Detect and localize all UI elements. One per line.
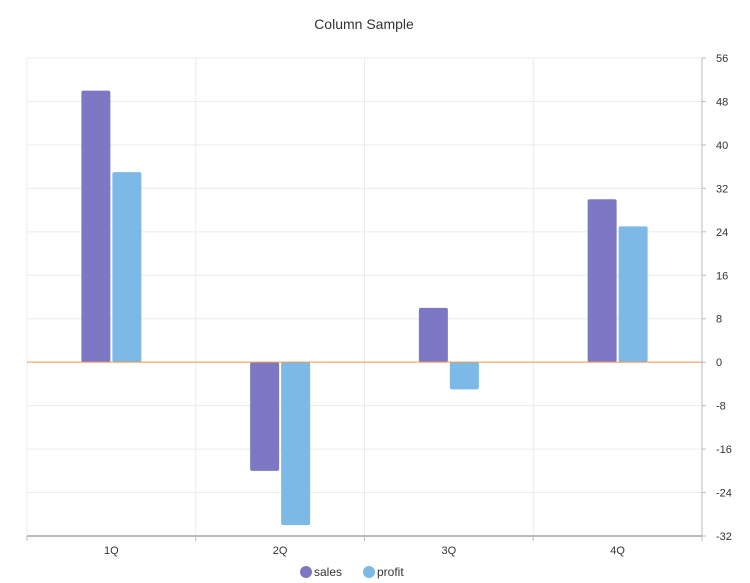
- y-tick-label: 40: [716, 140, 728, 152]
- bar-sales-1Q[interactable]: [81, 90, 111, 363]
- axis-layer: 56 48 40 32 24 16 8 0 -8 -16 -24 -32 1Q 2Q 3Q 4Q: [26, 53, 732, 557]
- bar-profit-3Q[interactable]: [449, 362, 479, 390]
- y-tick-label: -8: [716, 401, 726, 413]
- legend-label-sales[interactable]: sales: [314, 565, 342, 579]
- y-tick-label: 0: [716, 357, 722, 369]
- y-tick-label: -16: [716, 444, 732, 456]
- x-category-label: 3Q: [442, 545, 457, 557]
- y-tick-label: 48: [716, 96, 728, 108]
- y-tick-label: 24: [716, 227, 728, 239]
- x-category-label: 1Q: [104, 545, 119, 557]
- x-category-label: 4Q: [610, 545, 625, 557]
- legend: sales profit: [300, 565, 404, 579]
- bar-layer: [81, 90, 648, 526]
- x-category-label: 2Q: [273, 545, 288, 557]
- legend-marker-sales[interactable]: [300, 566, 312, 578]
- y-tick-label: 56: [716, 53, 728, 65]
- y-tick-label: -24: [716, 488, 732, 500]
- legend-label-profit[interactable]: profit: [377, 565, 404, 579]
- legend-marker-profit[interactable]: [363, 566, 375, 578]
- bar-profit-2Q[interactable]: [281, 362, 311, 526]
- bar-sales-3Q[interactable]: [418, 307, 448, 363]
- chart-title: Column Sample: [314, 16, 414, 32]
- bar-profit-1Q[interactable]: [112, 172, 142, 363]
- bar-sales-4Q[interactable]: [587, 199, 617, 363]
- y-tick-label: -32: [716, 531, 732, 543]
- y-tick-label: 8: [716, 314, 722, 326]
- bar-sales-2Q[interactable]: [250, 362, 280, 471]
- bar-profit-4Q[interactable]: [618, 226, 648, 363]
- y-tick-label: 16: [716, 270, 728, 282]
- y-tick-label: 32: [716, 183, 728, 195]
